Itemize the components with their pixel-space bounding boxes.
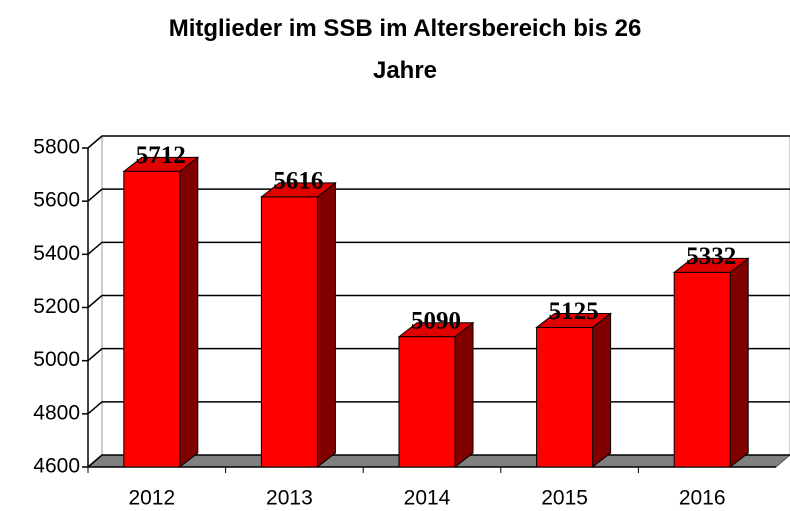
bar-side (179, 156, 199, 469)
bar-side (316, 181, 336, 469)
grid-line (87, 294, 790, 309)
value-label: 5332 (686, 243, 736, 270)
value-label: 5712 (136, 142, 186, 169)
bar-front (260, 196, 318, 468)
bar-front (673, 271, 731, 468)
y-tick-label: 5000 (33, 348, 80, 371)
grid-line (87, 188, 790, 202)
bar (397, 321, 475, 469)
x-tick-label: 2013 (266, 487, 313, 510)
bar-side (454, 321, 474, 469)
y-tick-label: 5800 (33, 136, 80, 159)
chart-title: Mitglieder im SSB im Altersbereich bis 2… (169, 15, 642, 84)
bar (672, 257, 750, 469)
bar-front (123, 170, 181, 468)
x-tick-label: 2015 (541, 487, 588, 510)
bar-front (536, 326, 594, 468)
bar (259, 181, 337, 469)
x-tick-label: 2016 (679, 487, 726, 510)
value-label: 5090 (411, 307, 461, 334)
y-tick-label: 4800 (33, 401, 80, 424)
grid-line (87, 135, 790, 149)
y-tick-label: 5400 (33, 242, 80, 265)
bar-side (729, 257, 749, 469)
value-label: 5125 (549, 298, 599, 325)
x-tick-label: 2014 (404, 487, 451, 510)
bar (122, 156, 200, 469)
y-tick-label: 4600 (33, 455, 80, 478)
bar-side (592, 312, 612, 469)
grid-line (87, 241, 790, 255)
bar (535, 312, 613, 469)
y-tick-label: 5200 (33, 295, 80, 318)
y-tick-label: 5600 (33, 189, 80, 212)
x-tick-label: 2012 (128, 487, 175, 510)
bar-front (398, 336, 456, 468)
value-label: 5616 (273, 168, 323, 195)
